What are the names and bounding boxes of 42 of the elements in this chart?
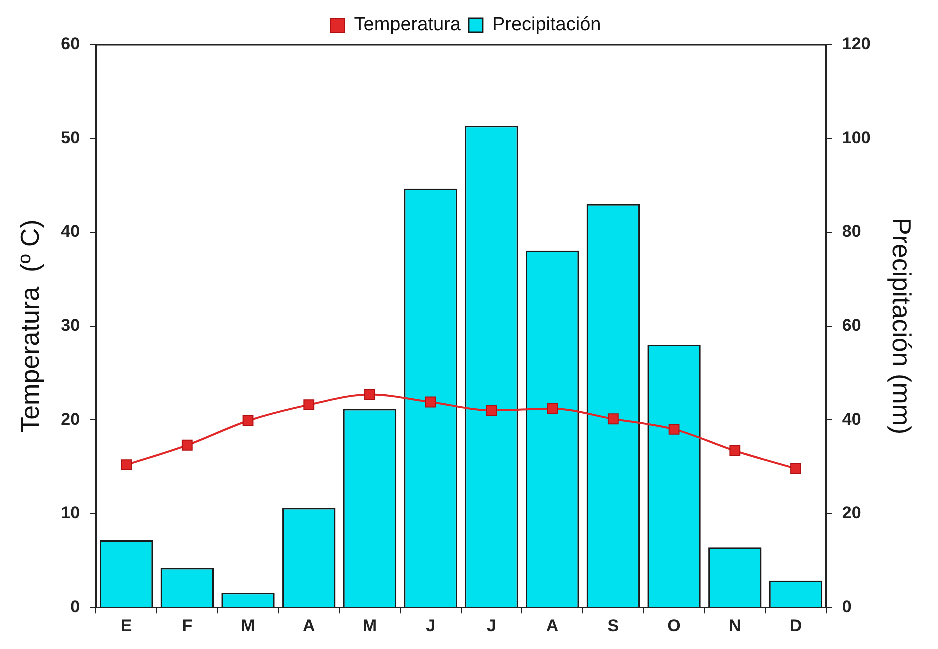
y2-tick-label: 60: [842, 316, 862, 335]
x-tick-label: J: [426, 616, 436, 636]
legend-label: Temperatura: [354, 14, 462, 36]
x-tick-label: N: [729, 616, 742, 636]
point: [121, 460, 132, 471]
point: [730, 446, 741, 456]
point: [608, 414, 619, 425]
x-tick-label: J: [486, 616, 496, 636]
point: [668, 424, 680, 435]
point: [304, 400, 315, 411]
x-tick-label: E: [120, 616, 132, 636]
x-tick-label: A: [546, 616, 559, 636]
point: [486, 405, 498, 416]
point: [364, 389, 376, 400]
y-tick-label: 60: [61, 34, 80, 54]
y2-tick-label: 40: [842, 410, 862, 429]
y2-tick-label: 80: [842, 222, 862, 242]
x-tick-label: F: [182, 616, 193, 636]
y-tick-label: 0: [70, 597, 80, 616]
y-tick-label: 30: [61, 316, 80, 335]
y-axis-title: Temperatura (º C): [14, 220, 45, 433]
x-tick-label: M: [241, 616, 256, 636]
x-tick-label: D: [790, 616, 802, 636]
legend-label: Precipitación: [492, 14, 602, 36]
y-tick-label: 40: [61, 222, 80, 242]
y-tick-label: 50: [61, 128, 80, 148]
x-tick-label: S: [608, 616, 620, 636]
x-tick-label: O: [668, 616, 681, 636]
y2-axis-title: Precipitación (mm): [887, 218, 918, 435]
point: [790, 463, 802, 474]
point: [425, 396, 436, 408]
y-tick-label: 20: [61, 410, 80, 429]
x-tick-label: A: [302, 616, 316, 636]
y2-tick-label: 100: [842, 128, 871, 148]
y2-tick-label: 0: [842, 597, 852, 616]
y2-tick-label: 20: [842, 504, 862, 523]
point: [242, 416, 254, 426]
y2-tick-label: 120: [842, 34, 871, 54]
point: [182, 440, 193, 451]
point: [547, 403, 558, 414]
x-tick-label: M: [362, 616, 378, 636]
y-tick-label: 10: [61, 504, 80, 523]
